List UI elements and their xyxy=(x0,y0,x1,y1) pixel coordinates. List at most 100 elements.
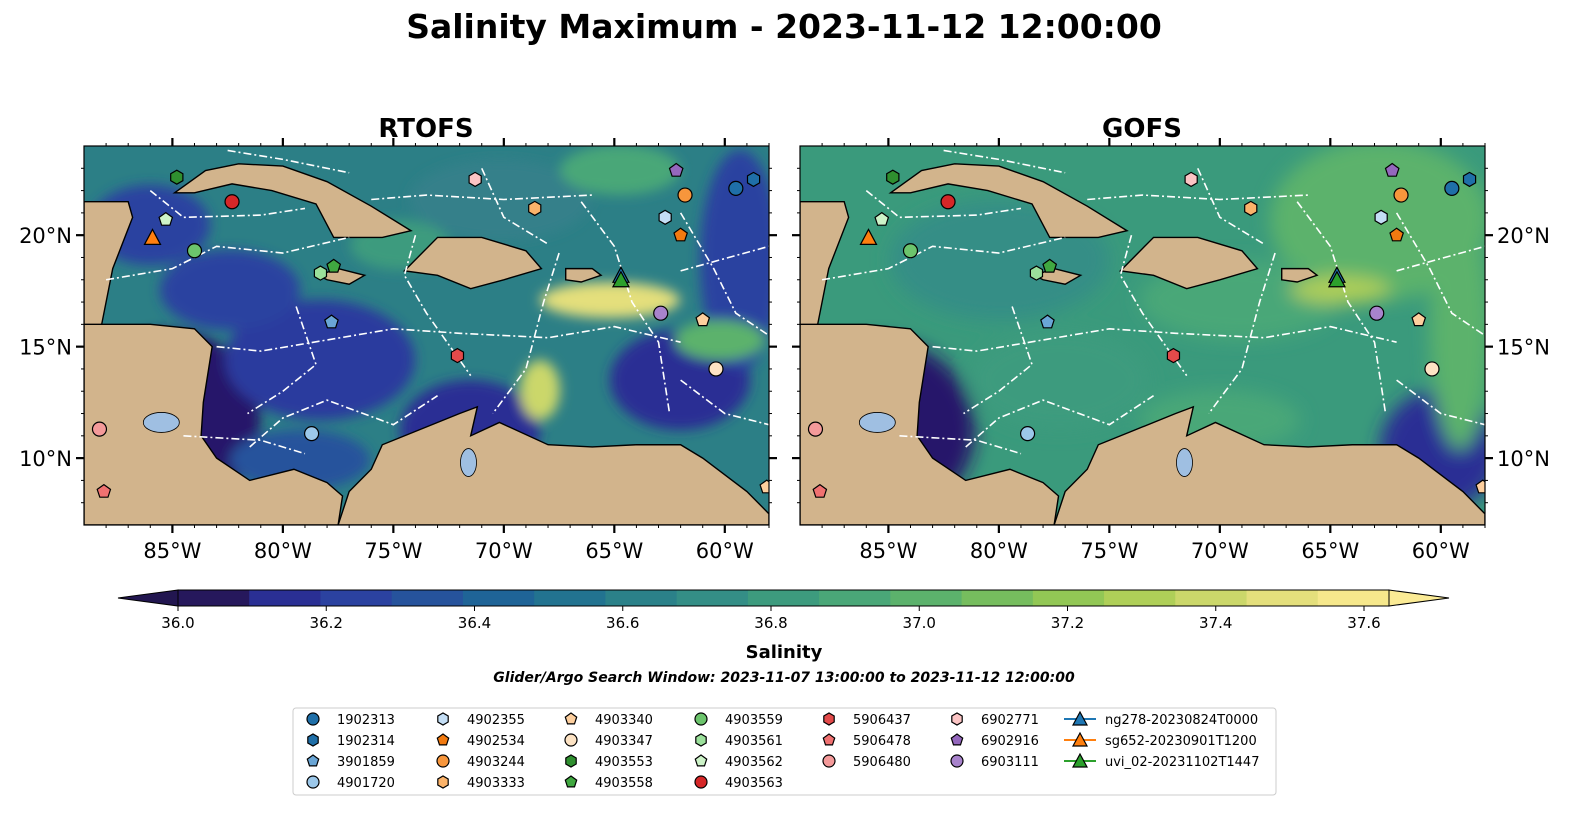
colorbar-segment xyxy=(320,590,393,606)
rtofs-land-cuba xyxy=(172,163,413,239)
gofs-xtick-label: 65°W xyxy=(1301,539,1359,563)
colorbar-segment xyxy=(1032,590,1105,606)
gofs-marker xyxy=(902,243,919,259)
legend-label: 4903553 xyxy=(595,755,653,770)
gofs-marker xyxy=(1019,425,1036,442)
rtofs-boundary-line xyxy=(216,325,681,352)
rtofs-xtick-label: 75°W xyxy=(364,539,422,563)
legend-circle-swatch xyxy=(822,754,836,768)
rtofs-boundary-line xyxy=(227,149,350,174)
gofs-ytick-label: 20°N xyxy=(1497,224,1550,248)
gofs-xtick-label: 85°W xyxy=(859,539,917,563)
gofs-marker xyxy=(1384,162,1400,177)
legend-label: 5906437 xyxy=(853,713,911,728)
gofs-boundary-line xyxy=(1395,212,1485,337)
rtofs-marker xyxy=(158,211,174,226)
rtofs-boundary-line xyxy=(403,234,472,377)
rtofs-boundary-line xyxy=(679,212,769,337)
gofs-land-cuba xyxy=(888,163,1129,239)
rtofs-land-central xyxy=(84,323,344,525)
rtofs-marker xyxy=(746,171,761,188)
legend-label: 4903559 xyxy=(725,713,783,728)
gofs-marker xyxy=(1369,305,1385,321)
rtofs-marker xyxy=(728,180,744,196)
gofs-map-features xyxy=(800,149,1485,525)
gofs-marker xyxy=(886,169,900,185)
legend-circle-swatch xyxy=(436,754,450,768)
gofs-boundary-line xyxy=(899,435,1022,455)
gofs-boundary-line xyxy=(965,395,1154,448)
rtofs-marker xyxy=(695,312,711,327)
colorbar-tick-label: 36.4 xyxy=(458,614,491,632)
rtofs-land-yucatan xyxy=(84,201,134,330)
legend-hexagon-swatch xyxy=(695,733,707,747)
rtofs-boundary-line xyxy=(183,435,306,455)
legend-hexagon-swatch xyxy=(437,712,449,726)
colorbar-segment xyxy=(178,590,250,606)
rtofs-marker xyxy=(611,270,630,288)
rtofs-boundary-line xyxy=(680,245,769,272)
legend-label: 4903347 xyxy=(595,734,653,749)
colorbar-segment xyxy=(462,590,535,606)
rtofs-marker xyxy=(677,187,693,203)
gofs-boundary-line xyxy=(1296,201,1387,414)
legend-label: 4903561 xyxy=(725,734,783,749)
rtofs-boundary-line xyxy=(149,189,306,219)
rtofs-marker xyxy=(303,425,320,442)
legend-circle-swatch xyxy=(564,733,578,747)
rtofs-marker xyxy=(658,209,672,225)
gofs-marker xyxy=(874,211,890,226)
gofs-marker xyxy=(1475,479,1485,494)
colorbar-extend-high xyxy=(1388,589,1450,607)
gofs-frame xyxy=(799,145,1486,526)
gofs-marker xyxy=(1444,180,1460,196)
colorbar-ticks: 36.0 36.2 36.4 36.6 36.8 37.0 37.2 37.4 37.6 xyxy=(161,606,1381,632)
rtofs-marker xyxy=(96,483,112,498)
gofs-marker xyxy=(1042,258,1058,273)
rtofs-xtick-label: 60°W xyxy=(696,539,754,563)
gofs-boundary-line xyxy=(1087,194,1309,201)
gofs-land-hispaniola xyxy=(1118,236,1259,290)
colorbar-tick-label: 37.0 xyxy=(903,614,936,632)
legend-label: 4903558 xyxy=(595,776,653,791)
rtofs-marker xyxy=(186,243,203,259)
legend-hexagon-swatch xyxy=(307,733,319,747)
legend-label: ng278-20230824T0000 xyxy=(1105,713,1258,728)
gofs-marker xyxy=(940,194,956,210)
legend-triangle-swatch xyxy=(1071,752,1089,768)
rtofs-boundary-line xyxy=(680,379,769,426)
legend-pentagon-swatch xyxy=(822,733,836,746)
colorbar-tick-label: 37.2 xyxy=(1051,614,1084,632)
legend-label: 5906478 xyxy=(853,734,911,749)
legend-circle-swatch xyxy=(306,775,320,789)
gofs-marker xyxy=(1389,227,1405,242)
gofs-xtick-label: 75°W xyxy=(1080,539,1138,563)
rtofs-salinity-patches xyxy=(84,146,769,510)
legend-label: 4903333 xyxy=(467,776,525,791)
gofs-marker xyxy=(1184,171,1198,188)
rtofs-marker xyxy=(313,265,328,281)
rtofs-ytick-label: 20°N xyxy=(19,224,72,248)
rtofs-marker xyxy=(653,305,669,321)
colorbar-segment xyxy=(1317,590,1390,606)
legend-label: 6902916 xyxy=(981,734,1039,749)
legend-circle-swatch xyxy=(694,712,708,726)
rtofs-marker xyxy=(324,314,339,329)
rtofs-marker xyxy=(326,258,342,273)
rtofs-panel: RTOFS xyxy=(84,114,769,525)
gofs-marker xyxy=(1327,270,1346,288)
gofs-lake xyxy=(1176,448,1193,477)
gofs-land-puertoRico xyxy=(1281,267,1319,283)
legend-hexagon-swatch xyxy=(437,775,449,789)
rtofs-boundary-line xyxy=(371,194,593,201)
gofs-marker xyxy=(1411,312,1427,327)
colorbar-segment xyxy=(819,590,891,606)
colorbar-extend-low xyxy=(117,589,179,607)
gofs-panel-title: GOFS xyxy=(1102,114,1182,144)
rtofs-ytick-label: 15°N xyxy=(19,336,72,360)
rtofs-ytick-label: 10°N xyxy=(19,447,72,471)
rtofs-xtick-label: 65°W xyxy=(585,539,643,563)
gofs-land-southAmerica xyxy=(1053,405,1485,525)
legend-circle-swatch xyxy=(306,712,320,726)
legend-label: 4903563 xyxy=(725,776,783,791)
